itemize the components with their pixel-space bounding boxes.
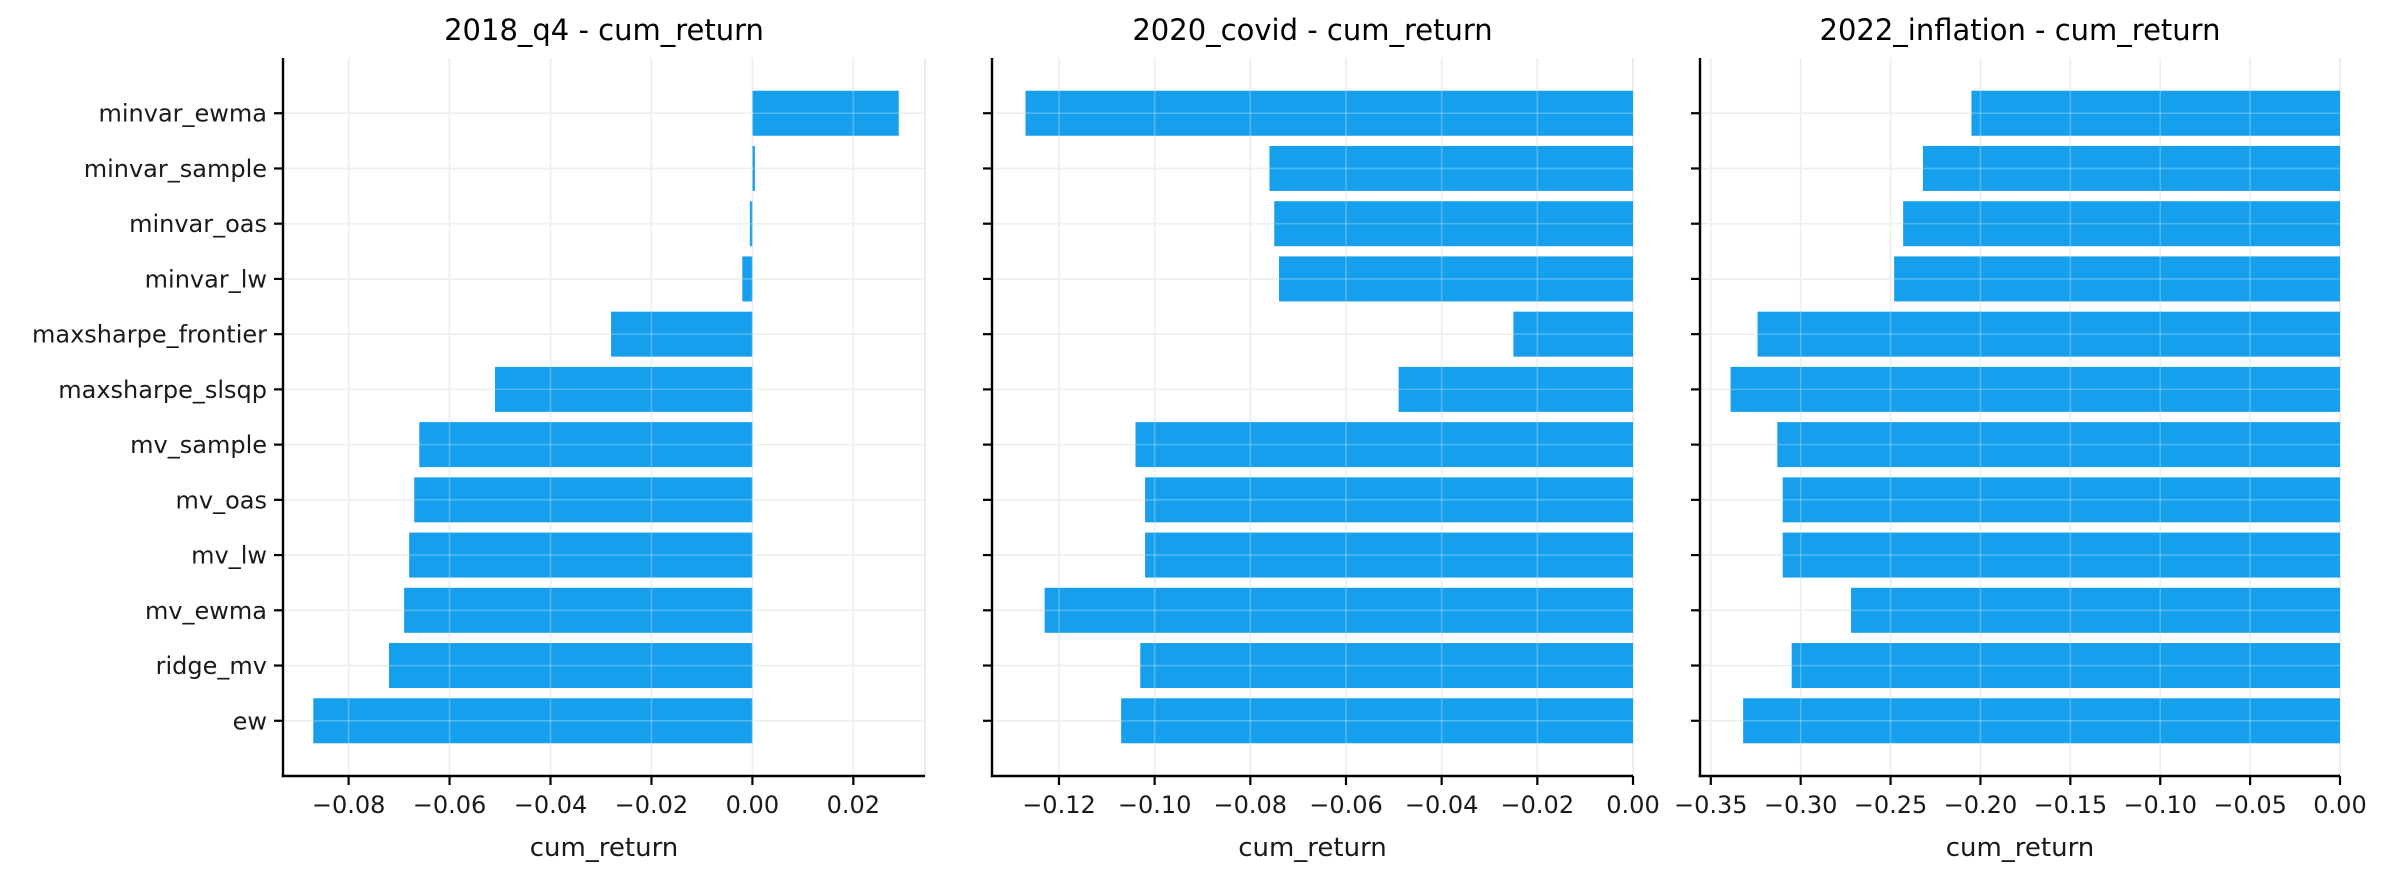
bar-maxsharpe_frontier bbox=[1513, 311, 1633, 357]
y-tick-label: maxsharpe_slsqp bbox=[58, 376, 267, 404]
x-tick-label: −0.04 bbox=[1405, 791, 1479, 819]
subplot-2020_covid - cum_return: −0.12 −0.10 −0.08 −0.06 −0.04 −0.02 0.00 2020_c… bbox=[983, 13, 1660, 863]
x-tick-label: 0.00 bbox=[2313, 791, 2366, 819]
bar-minvar_ewma bbox=[1025, 90, 1633, 136]
bar-minvar_sample bbox=[1922, 145, 2340, 191]
y-tick-label: ew bbox=[233, 707, 267, 735]
x-axis-label: cum_return bbox=[1238, 833, 1387, 863]
bar-minvar_sample bbox=[1269, 145, 1633, 191]
bar-minvar_lw bbox=[1894, 256, 2340, 302]
bar-mv_ewma bbox=[1851, 587, 2340, 633]
bar-mv_ewma bbox=[404, 587, 753, 633]
x-tick-label: −0.30 bbox=[1764, 791, 1838, 819]
bar-ridge_mv bbox=[1791, 643, 2340, 689]
bar-minvar_lw bbox=[1279, 256, 1633, 302]
bar-ew bbox=[313, 698, 753, 744]
plot-title: 2020_covid - cum_return bbox=[1132, 13, 1492, 47]
plot-title: 2022_inflation - cum_return bbox=[1820, 13, 2221, 47]
bar-maxsharpe_slsqp bbox=[494, 366, 753, 412]
x-tick-label: 0.02 bbox=[827, 791, 880, 819]
plot-title: 2018_q4 - cum_return bbox=[444, 13, 764, 47]
bar-mv_oas bbox=[1145, 477, 1633, 523]
x-tick-label: −0.02 bbox=[1501, 791, 1575, 819]
bar-ew bbox=[1121, 698, 1633, 744]
bar-maxsharpe_frontier bbox=[611, 311, 753, 357]
bar-minvar_lw bbox=[742, 256, 753, 302]
x-tick-label: 0.00 bbox=[726, 791, 779, 819]
x-tick-label: 0.00 bbox=[1606, 791, 1659, 819]
y-tick-label: minvar_lw bbox=[145, 265, 267, 293]
x-tick-label: −0.10 bbox=[1118, 791, 1192, 819]
y-tick-label: mv_oas bbox=[176, 486, 267, 514]
y-tick-label: mv_lw bbox=[191, 542, 267, 570]
x-tick-label: −0.08 bbox=[312, 791, 386, 819]
bar-minvar_ewma bbox=[1971, 90, 2340, 136]
y-tick-label: minvar_oas bbox=[129, 210, 267, 238]
x-axis-label: cum_return bbox=[530, 833, 679, 863]
bar-maxsharpe_slsqp bbox=[1398, 366, 1633, 412]
y-tick-label: minvar_ewma bbox=[98, 100, 267, 128]
subplot-2022_inflation - cum_return: −0.35 −0.30 −0.25 −0.20 −0.15 −0.10 −0.05 0.00 2… bbox=[1674, 13, 2367, 863]
bar-mv_oas bbox=[1782, 477, 2340, 523]
x-tick-label: −0.06 bbox=[413, 791, 487, 819]
subplot-2018_q4 - cum_return: −0.08 −0.06 −0.04 −0.02 0.00 0.02 minvar_ewmam… bbox=[32, 13, 926, 863]
x-tick-label: −0.05 bbox=[2213, 791, 2287, 819]
bar-minvar_ewma bbox=[752, 90, 899, 136]
x-tick-label: −0.06 bbox=[1309, 791, 1383, 819]
bar-minvar_sample bbox=[752, 145, 755, 191]
bar-mv_lw bbox=[409, 532, 753, 578]
x-axis-label: cum_return bbox=[1946, 833, 2095, 863]
bar-ridge_mv bbox=[1140, 643, 1633, 689]
bar-mv_sample bbox=[419, 422, 753, 468]
bar-mv_sample bbox=[1777, 422, 2340, 468]
x-tick-label: −0.08 bbox=[1214, 791, 1288, 819]
x-tick-label: −0.02 bbox=[615, 791, 689, 819]
y-tick-label: minvar_sample bbox=[84, 155, 267, 183]
bar-maxsharpe_frontier bbox=[1757, 311, 2340, 357]
bar-minvar_oas bbox=[749, 201, 753, 247]
bar-maxsharpe_slsqp bbox=[1730, 366, 2340, 412]
y-tick-label: mv_sample bbox=[130, 431, 267, 459]
bar-mv_lw bbox=[1782, 532, 2340, 578]
y-tick-label: mv_ewma bbox=[145, 597, 267, 625]
y-tick-label: maxsharpe_frontier bbox=[32, 321, 267, 349]
bar-mv_sample bbox=[1135, 422, 1633, 468]
x-tick-label: −0.10 bbox=[2123, 791, 2197, 819]
bar-mv_ewma bbox=[1044, 587, 1633, 633]
x-tick-label: −0.15 bbox=[2034, 791, 2108, 819]
bar-minvar_oas bbox=[1274, 201, 1633, 247]
x-tick-label: −0.12 bbox=[1022, 791, 1096, 819]
y-tick-label: ridge_mv bbox=[156, 652, 267, 680]
x-tick-label: −0.25 bbox=[1854, 791, 1928, 819]
bar-ridge_mv bbox=[388, 643, 753, 689]
x-tick-label: −0.04 bbox=[514, 791, 588, 819]
bar-ew bbox=[1743, 698, 2340, 744]
x-tick-label: −0.35 bbox=[1674, 791, 1748, 819]
bar-mv_oas bbox=[414, 477, 753, 523]
bar-minvar_oas bbox=[1903, 201, 2340, 247]
x-tick-label: −0.20 bbox=[1944, 791, 2018, 819]
bar-mv_lw bbox=[1145, 532, 1633, 578]
